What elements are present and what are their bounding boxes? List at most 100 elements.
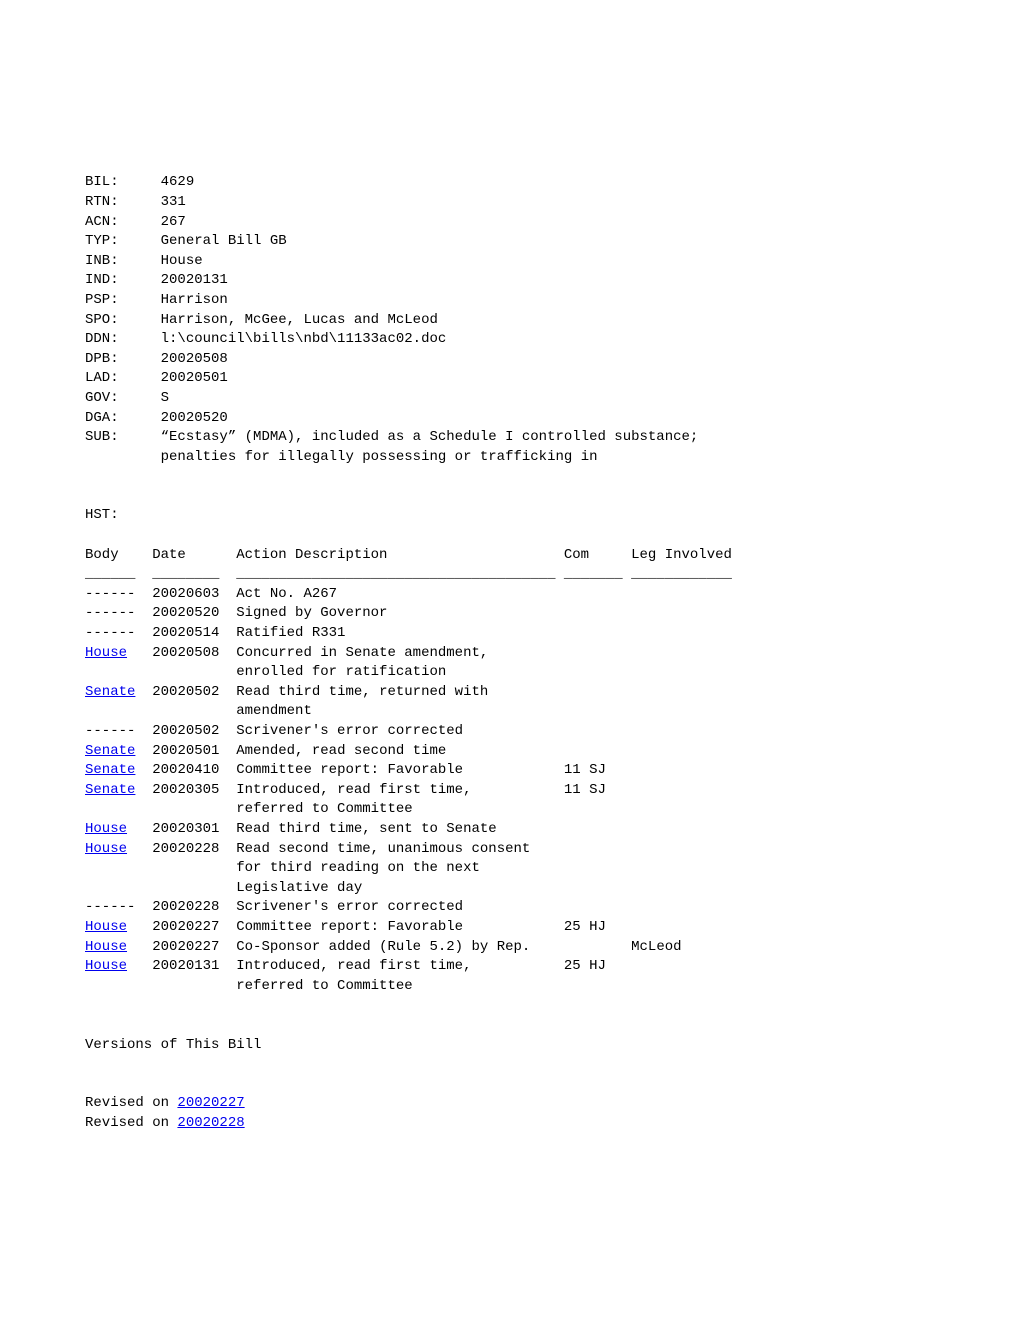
- table-date-cell: 20020228: [152, 899, 236, 915]
- body-link[interactable]: House: [85, 939, 127, 955]
- table-com-cell: [564, 703, 631, 719]
- table-body-cell: [85, 664, 152, 680]
- table-action-cell: Scrivener's error corrected: [236, 723, 564, 739]
- table-action-cell: amendment: [236, 703, 564, 719]
- table-body-cell: [85, 801, 152, 817]
- table-date-cell: [152, 664, 236, 680]
- header-field-value: 20020520: [161, 410, 228, 426]
- header-field-label: IND:: [85, 272, 161, 288]
- header-field-label: DPB:: [85, 351, 161, 367]
- header-field-value: 4629: [161, 174, 195, 190]
- table-com-cell: [564, 860, 631, 876]
- table-com-cell: [564, 664, 631, 680]
- table-action-cell: Read second time, unanimous consent: [236, 841, 564, 857]
- table-body-cell: ------: [85, 899, 152, 915]
- table-com-cell: [564, 605, 631, 621]
- header-field-value: S: [161, 390, 169, 406]
- body-link[interactable]: House: [85, 919, 127, 935]
- table-date-cell: 20020227: [152, 919, 236, 935]
- table-date-cell: 20020501: [152, 743, 236, 759]
- table-date-cell: [152, 880, 236, 896]
- table-com-cell: [564, 625, 631, 641]
- header-field-label: PSP:: [85, 292, 161, 308]
- table-com-cell: [564, 645, 631, 661]
- header-field-value: 20020501: [161, 370, 228, 386]
- body-link[interactable]: Senate: [85, 762, 135, 778]
- table-date-cell: 20020131: [152, 958, 236, 974]
- table-date-cell: [152, 703, 236, 719]
- header-field-label: BIL:: [85, 174, 161, 190]
- table-body-cell: [85, 880, 152, 896]
- body-link[interactable]: Senate: [85, 782, 135, 798]
- table-action-cell: Act No. A267: [236, 586, 564, 602]
- body-link[interactable]: House: [85, 958, 127, 974]
- table-action-cell: Introduced, read first time,: [236, 958, 564, 974]
- table-action-cell: for third reading on the next: [236, 860, 564, 876]
- header-field-value: General Bill GB: [161, 233, 287, 249]
- header-field-value: House: [161, 253, 203, 269]
- table-com-cell: [564, 978, 631, 994]
- header-field-label: INB:: [85, 253, 161, 269]
- body-link[interactable]: House: [85, 821, 127, 837]
- table-com-cell: [564, 801, 631, 817]
- table-body-cell: ------: [85, 625, 152, 641]
- header-field-value: penalties for illegally possessing or tr…: [161, 449, 598, 465]
- table-body-cell: [85, 860, 152, 876]
- header-field-label: LAD:: [85, 370, 161, 386]
- table-date-cell: 20020228: [152, 841, 236, 857]
- table-com-cell: [564, 880, 631, 896]
- body-link[interactable]: House: [85, 645, 127, 661]
- body-link[interactable]: Senate: [85, 684, 135, 700]
- header-field-value: “Ecstasy” (MDMA), included as a Schedule…: [161, 429, 699, 445]
- table-date-cell: 20020520: [152, 605, 236, 621]
- table-date-cell: 20020502: [152, 723, 236, 739]
- table-date-cell: [152, 860, 236, 876]
- table-action-cell: Concurred in Senate amendment,: [236, 645, 564, 661]
- table-date-cell: 20020603: [152, 586, 236, 602]
- table-date-cell: 20020227: [152, 939, 236, 955]
- table-action-cell: Committee report: Favorable: [236, 762, 564, 778]
- table-body-cell: ------: [85, 723, 152, 739]
- table-action-cell: Ratified R331: [236, 625, 564, 641]
- table-action-cell: Introduced, read first time,: [236, 782, 564, 798]
- header-field-label: ACN:: [85, 214, 161, 230]
- revised-prefix: Revised on: [85, 1115, 177, 1131]
- table-date-cell: 20020514: [152, 625, 236, 641]
- table-com-cell: [564, 939, 631, 955]
- table-com-cell: [564, 841, 631, 857]
- table-action-cell: Committee report: Favorable: [236, 919, 564, 935]
- table-date-cell: [152, 978, 236, 994]
- header-field-value: 331: [161, 194, 186, 210]
- table-com-cell: [564, 743, 631, 759]
- table-date-cell: 20020410: [152, 762, 236, 778]
- header-field-value: 20020508: [161, 351, 228, 367]
- table-com-cell: 25 HJ: [564, 919, 631, 935]
- table-body-cell: ------: [85, 605, 152, 621]
- header-field-label: SPO:: [85, 312, 161, 328]
- header-field-label: DDN:: [85, 331, 161, 347]
- header-field-value: 267: [161, 214, 186, 230]
- table-date-cell: 20020502: [152, 684, 236, 700]
- table-leg-cell: McLeod: [631, 939, 681, 955]
- header-field-label: [85, 449, 161, 465]
- version-link[interactable]: 20020227: [177, 1095, 244, 1111]
- table-date-cell: 20020301: [152, 821, 236, 837]
- version-link[interactable]: 20020228: [177, 1115, 244, 1131]
- header-field-label: RTN:: [85, 194, 161, 210]
- table-separator: ______ ________ ________________________…: [85, 566, 732, 582]
- body-link[interactable]: House: [85, 841, 127, 857]
- document-content: BIL: 4629 RTN: 331 ACN: 267 TYP: General…: [85, 173, 935, 1133]
- header-field-value: l:\council\bills\nbd\11133ac02.doc: [161, 331, 447, 347]
- body-link[interactable]: Senate: [85, 743, 135, 759]
- table-com-cell: [564, 586, 631, 602]
- table-body-cell: ------: [85, 586, 152, 602]
- table-com-cell: [564, 821, 631, 837]
- table-action-cell: Scrivener's error corrected: [236, 899, 564, 915]
- header-field-value: Harrison, McGee, Lucas and McLeod: [161, 312, 438, 328]
- table-action-cell: enrolled for ratification: [236, 664, 564, 680]
- table-com-cell: [564, 899, 631, 915]
- table-action-cell: Read third time, sent to Senate: [236, 821, 564, 837]
- table-header: Body Date Action Description Com Leg Inv…: [85, 547, 732, 563]
- header-field-label: TYP:: [85, 233, 161, 249]
- table-date-cell: [152, 801, 236, 817]
